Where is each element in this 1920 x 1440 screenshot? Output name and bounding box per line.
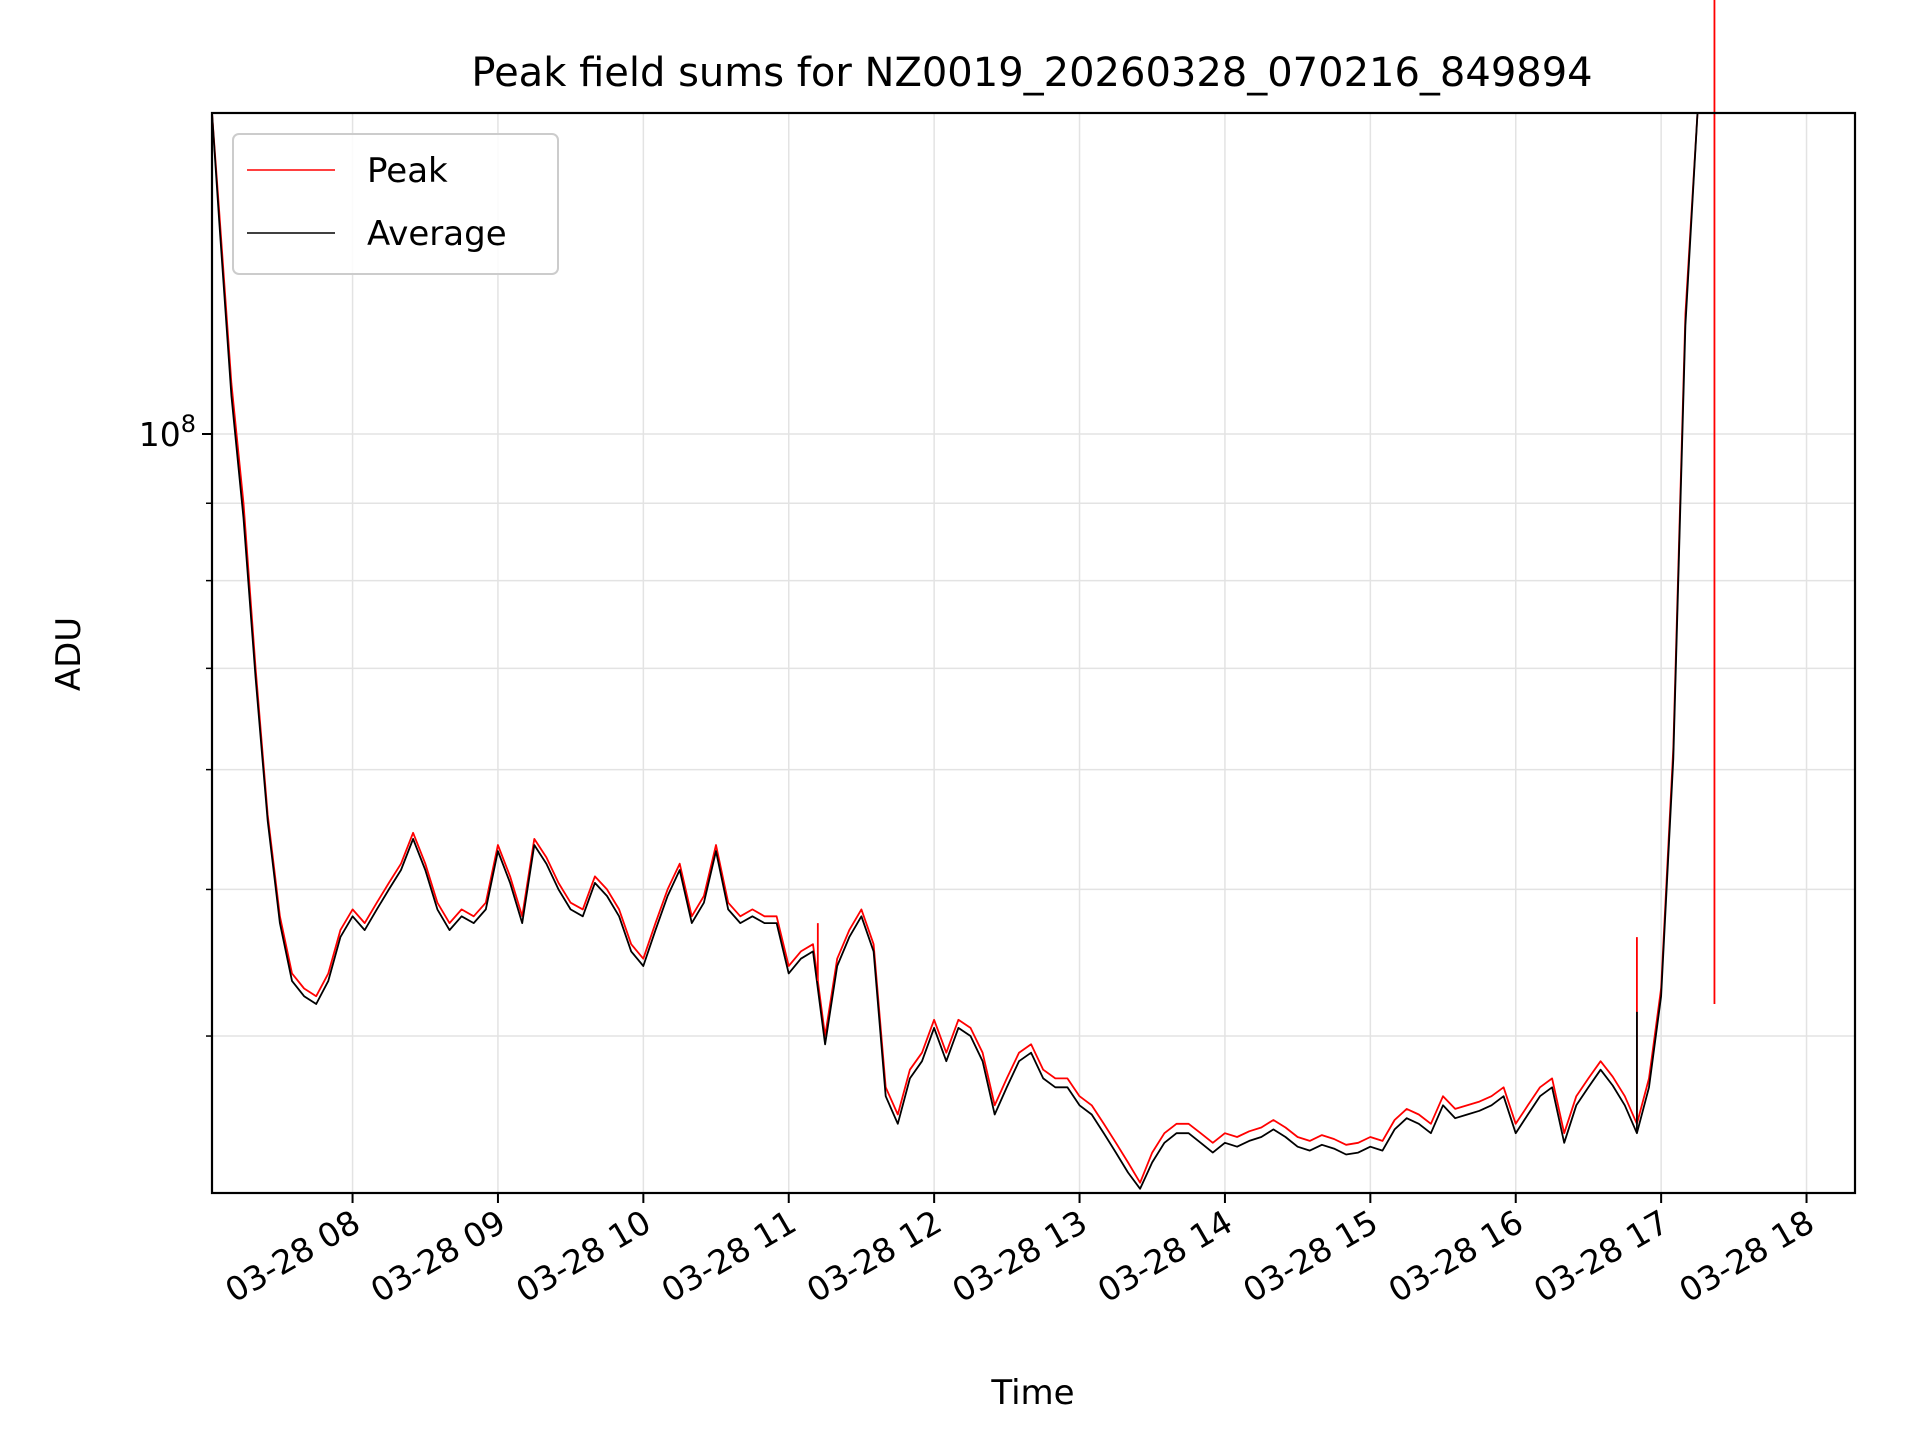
y-axis-label: ADU	[49, 617, 89, 691]
x-axis-label: Time	[990, 1373, 1074, 1413]
legend-label-average: Average	[367, 214, 507, 254]
series-line-peak	[211, 112, 1699, 1184]
plot-frame	[210, 111, 1857, 1195]
chart-title: Peak field sums for NZ0019_20260328_0702…	[471, 50, 1592, 96]
legend-label-peak: Peak	[367, 151, 448, 191]
legend: Peak Average	[232, 133, 559, 275]
series-line-average	[211, 112, 1699, 1190]
legend-box	[232, 133, 559, 275]
grid	[212, 113, 1855, 1193]
plot-lines	[211, 0, 1716, 1190]
